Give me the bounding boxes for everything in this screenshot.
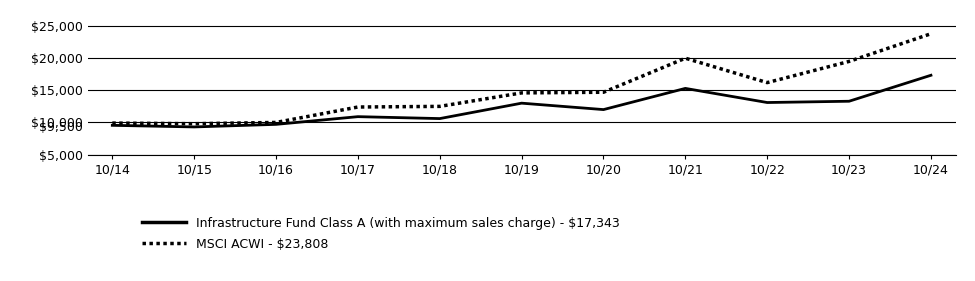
Legend: Infrastructure Fund Class A (with maximum sales charge) - $17,343, MSCI ACWI - $: Infrastructure Fund Class A (with maximu… bbox=[137, 212, 625, 255]
